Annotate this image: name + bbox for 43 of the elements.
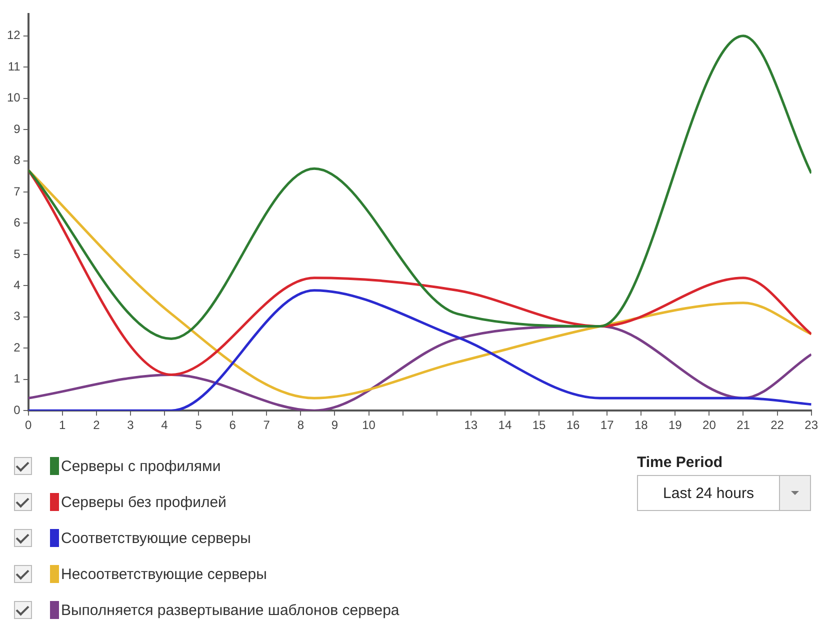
y-tick-label: 12	[6, 28, 21, 42]
legend-label: Несоответствующие серверы	[61, 566, 267, 582]
x-tick-label: 14	[498, 418, 512, 432]
legend-label: Серверы с профилями	[61, 458, 221, 474]
x-tick-label: 16	[566, 418, 580, 432]
y-tick-label: 4	[14, 278, 21, 292]
y-tick-label: 2	[14, 340, 21, 354]
x-tick-label: 3	[127, 418, 134, 432]
x-tick-label: 8	[297, 418, 304, 432]
y-tick-label: 11	[8, 59, 21, 74]
x-tick-label: 18	[634, 418, 648, 432]
y-tick-label: 8	[14, 153, 21, 168]
x-tick-label: 20	[702, 418, 716, 432]
x-tick-label: 17	[600, 418, 614, 432]
x-tick-label: 0	[25, 418, 32, 432]
y-tick-label: 6	[14, 216, 21, 230]
x-tick-label: 23	[804, 418, 818, 432]
x-tick-label: 5	[195, 418, 202, 432]
x-tick-label: 15	[532, 418, 546, 432]
x-tick-label: 19	[668, 418, 682, 432]
x-tick-label: 9	[331, 418, 338, 432]
y-tick-label: 5	[14, 246, 21, 261]
x-tick-label: 13	[464, 418, 478, 432]
y-tick-label: 9	[14, 122, 21, 136]
legend-label: Соответствующие серверы	[61, 530, 251, 546]
x-tick-label: 21	[736, 418, 750, 432]
x-tick-label: 4	[161, 418, 168, 432]
legend-label: Серверы без профилей	[61, 494, 226, 510]
x-tick-label: 2	[93, 418, 100, 432]
x-tick-label: 6	[229, 418, 236, 432]
x-tick-label: 10	[362, 418, 376, 432]
y-tick-label: 10	[6, 90, 21, 105]
text: Time Period	[637, 454, 724, 471]
x-tick-label: 22	[770, 418, 784, 432]
dropdown: Last 24 hours	[637, 475, 811, 511]
y-tick-label: 0	[14, 402, 21, 417]
line-series	[28, 34, 812, 340]
x-tick-label: 7	[263, 418, 270, 432]
legend-label: Выполняется развертывание шаблонов сервера	[61, 602, 400, 618]
x-tick-label: 1	[59, 418, 66, 432]
y-tick-label: 7	[14, 184, 21, 198]
y-tick-label: 3	[14, 309, 21, 324]
y-tick-label: 1	[14, 372, 21, 386]
